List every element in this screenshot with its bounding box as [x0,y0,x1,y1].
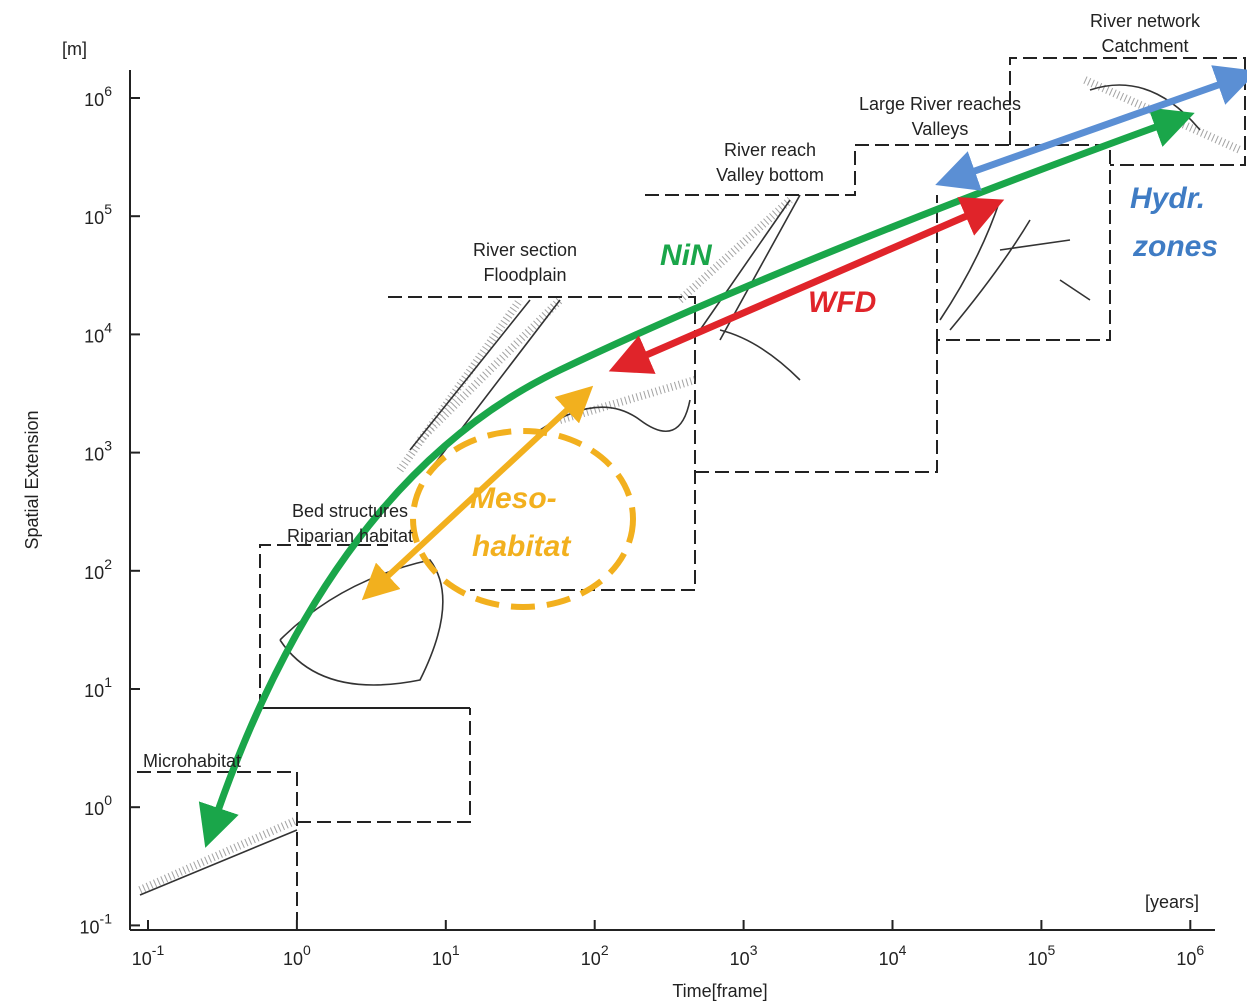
tick-exp: 6 [104,83,112,99]
tick-label: 106 [1176,942,1204,969]
tick-base: 10 [84,563,104,583]
arrows [198,65,1247,848]
boxes [137,57,1246,920]
tick-label: 104 [879,942,907,969]
tick-label: 103 [730,942,758,969]
tick-base: 10 [84,90,104,110]
tick-exp: 2 [104,556,112,572]
tick-base: 10 [1176,949,1196,969]
box-label: Large River reaches [859,94,1021,114]
box-label: River network [1090,11,1201,31]
tick-label: 104 [84,319,112,346]
tick-exp: 3 [750,942,758,958]
tick-label: 102 [581,942,609,969]
tick-exp: 5 [104,201,112,217]
box-label: Catchment [1101,36,1188,56]
tick-label: 102 [84,556,112,583]
tick-label: 100 [283,942,311,969]
tick-base: 10 [84,799,104,819]
box-label: Riparian habitat [287,526,413,546]
tick-base: 10 [730,949,750,969]
tick-base: 10 [283,949,303,969]
x-title: Time[frame] [672,981,767,1001]
tick-base: 10 [84,208,104,228]
river-sketch [139,84,1201,896]
y-unit: [m] [62,39,87,59]
meso-label: habitat [472,530,572,563]
tick-label: 106 [84,83,112,110]
tick-exp: 6 [1196,942,1204,958]
x-unit: [years] [1145,892,1199,912]
tick-base: 10 [1027,949,1047,969]
tick-label: 105 [1027,942,1055,969]
tick-exp: 4 [899,942,907,958]
box-label: River reach [724,140,816,160]
meso-label: Meso- [470,482,557,515]
tick-label: 101 [432,942,460,969]
tick-exp: -1 [100,910,113,926]
tick-label: 10-1 [132,942,165,969]
sketch-stipple [138,76,1242,894]
wfd-label: WFD [808,286,876,319]
box-label: River section [473,240,577,260]
hydr-label: Hydr. [1130,182,1205,215]
tick-base: 10 [84,445,104,465]
tick-base: 10 [581,949,601,969]
tick-label: 103 [84,438,112,465]
box-label: Valley bottom [716,165,824,185]
tick-base: 10 [80,917,100,937]
meso-arrow [361,385,594,601]
tick-exp: 3 [104,438,112,454]
tick-label: 100 [84,792,112,819]
meso-ellipse [410,428,636,610]
box-label: Bed structures [292,501,408,521]
tick-exp: 0 [104,792,112,808]
tick-exp: 5 [1048,942,1056,958]
y-title: Spatial Extension [22,410,42,549]
tick-label: 10-1 [80,910,113,937]
nin-label: NiN [660,239,713,272]
tick-base: 10 [132,949,152,969]
tick-exp: 1 [104,674,112,690]
tick-base: 10 [84,681,104,701]
box-label: Valleys [912,119,969,139]
tick-base: 10 [84,326,104,346]
tick-exp: 0 [303,942,311,958]
box-label: Floodplain [483,265,566,285]
tick-exp: 4 [104,319,112,335]
tick-exp: 1 [452,942,460,958]
tick-exp: -1 [152,942,165,958]
scale-box [137,57,1246,920]
tick-base: 10 [879,949,899,969]
wfd-arrow [608,197,1005,374]
tick-base: 10 [432,949,452,969]
hydr-label: zones [1132,230,1218,263]
tick-label: 101 [84,674,112,701]
axes: [m] Spatial Extension Time[frame] [years… [22,39,1215,1001]
tick-label: 105 [84,201,112,228]
nin-arrow [198,107,1195,848]
tick-exp: 2 [601,942,609,958]
box-label: Microhabitat [143,751,241,771]
hydr-arrow [935,65,1247,191]
